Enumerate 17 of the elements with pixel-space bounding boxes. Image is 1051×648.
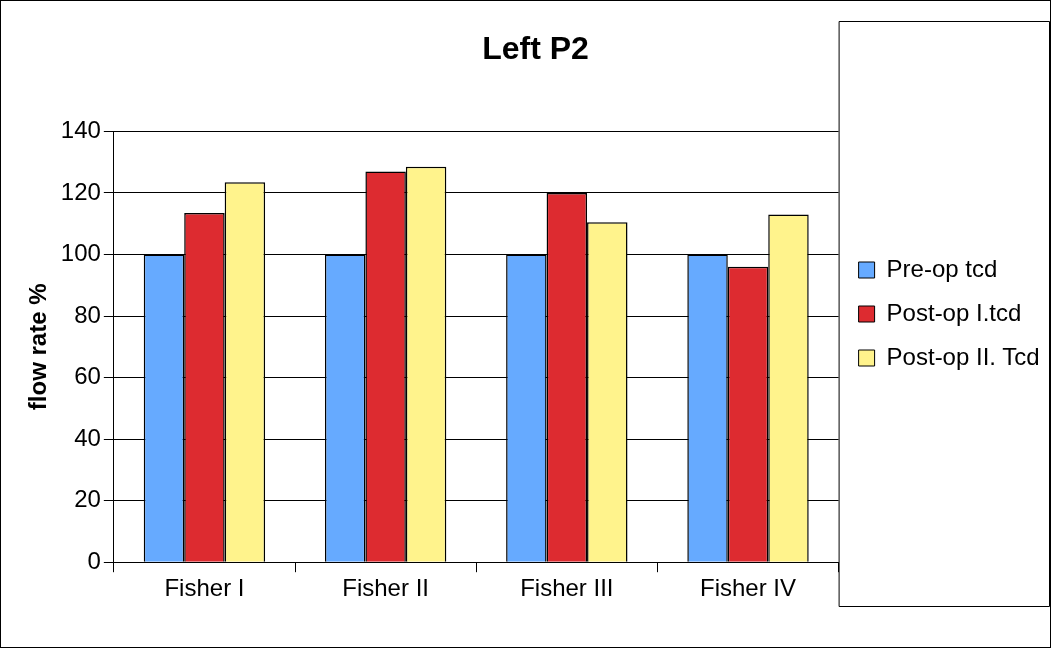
x-tick-label: Fisher II: [342, 574, 429, 602]
y-tick-label: 100: [60, 239, 101, 267]
y-tick-label: 20: [74, 485, 101, 513]
legend-label: Post-op I.tcd: [886, 298, 1022, 326]
y-tick-label: 120: [60, 177, 101, 205]
y-tick-label: 60: [74, 362, 101, 390]
legend-label: Pre-op tcd: [886, 254, 998, 282]
legend-label: Post-op II. Tcd: [886, 342, 1040, 370]
x-tick-label: Fisher III: [520, 574, 614, 602]
chart-title: Left P2: [482, 30, 589, 67]
x-tick-label: Fisher IV: [699, 574, 797, 602]
y-tick-label: 40: [74, 423, 101, 451]
y-tick-label: 140: [60, 116, 101, 144]
y-tick-label: 0: [87, 546, 101, 574]
y-tick-label: 80: [74, 300, 101, 328]
x-tick-label: Fisher I: [164, 574, 245, 602]
y-axis-title: flow rate %: [24, 283, 52, 411]
